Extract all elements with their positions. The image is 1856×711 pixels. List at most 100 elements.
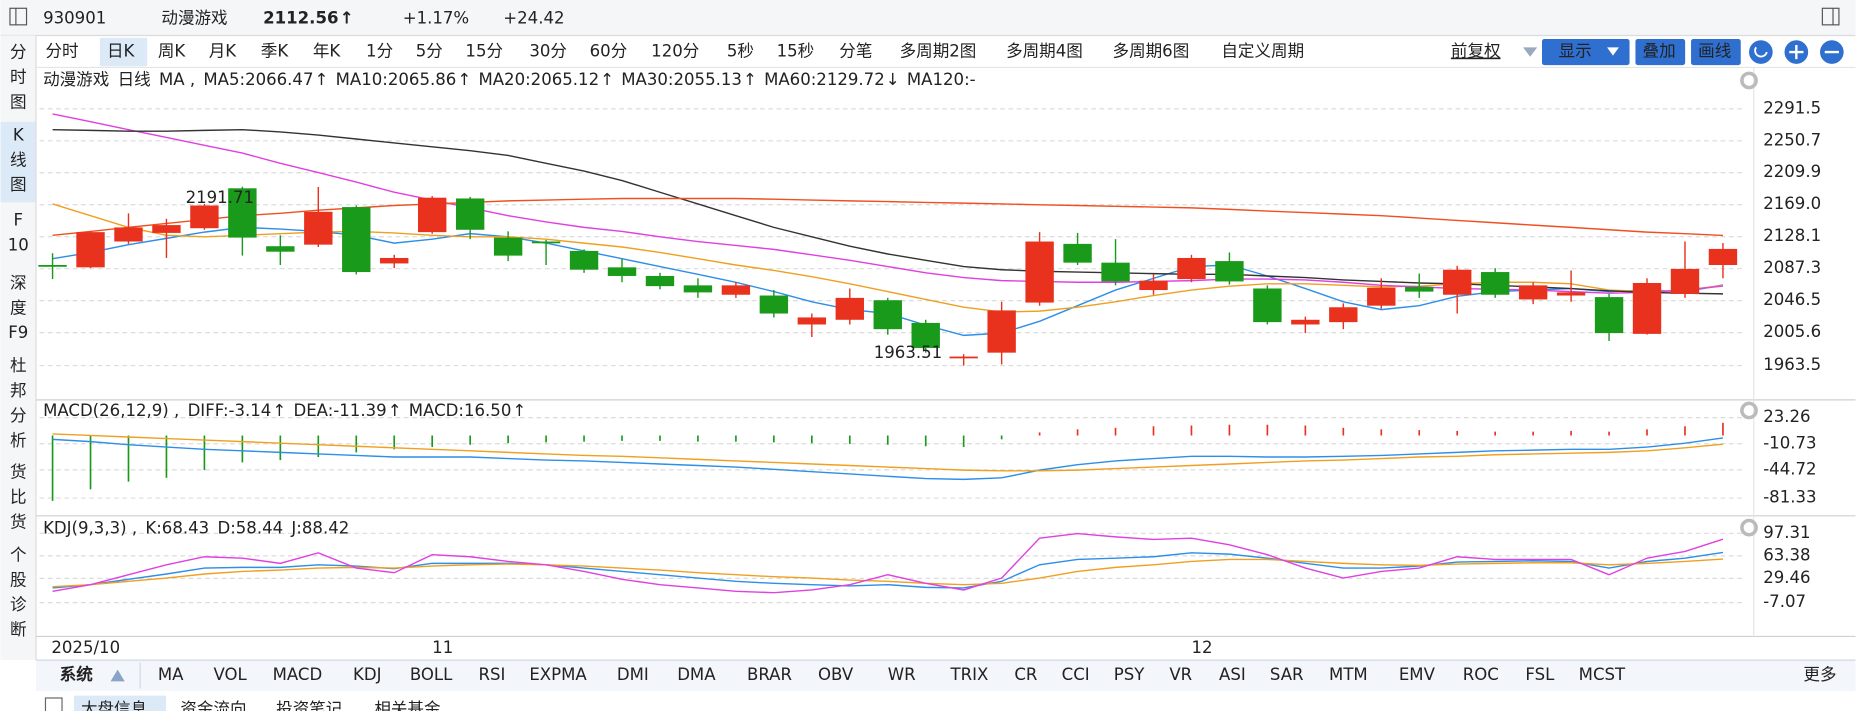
sidebar-item[interactable]: 杜 xyxy=(10,356,27,375)
indicator-tab[interactable]: CCI xyxy=(1062,665,1090,684)
period-tab[interactable]: 多周期2图 xyxy=(900,42,977,61)
sidebar-item[interactable]: 货 xyxy=(10,463,27,482)
sidebar-item[interactable]: 线 xyxy=(10,150,27,169)
candle-body xyxy=(1025,241,1054,303)
period-tab[interactable]: 60分 xyxy=(590,42,628,61)
indicator-tab[interactable]: SAR xyxy=(1270,665,1304,684)
sidebar-item[interactable]: 析 xyxy=(10,431,27,450)
period-tab[interactable]: 30分 xyxy=(529,42,567,61)
indicator-tab[interactable]: FSL xyxy=(1525,665,1555,684)
sidebar-item[interactable]: 深 xyxy=(10,273,27,292)
sidebar-item[interactable]: 股 xyxy=(10,570,27,589)
period-tab[interactable]: 多周期4图 xyxy=(1006,42,1083,61)
system-tab[interactable]: 系统 xyxy=(60,664,94,684)
panel-icon-right[interactable] xyxy=(1821,7,1840,26)
indicator-tab[interactable]: MACD xyxy=(273,665,323,684)
annotation: 2191.71 xyxy=(186,188,254,207)
checkbox[interactable] xyxy=(44,697,63,711)
sidebar-item[interactable]: K xyxy=(13,126,25,145)
legend-arrow: ↑ xyxy=(388,401,402,420)
indicator-tab[interactable]: VR xyxy=(1169,665,1192,684)
sidebar-item[interactable]: F xyxy=(13,211,23,230)
indicator-tab[interactable]: WR xyxy=(888,665,916,684)
sidebar-item[interactable]: 图 xyxy=(10,175,27,194)
period-tab[interactable]: 周K xyxy=(158,42,187,61)
legend-entry: 日线 xyxy=(118,70,151,89)
draw-label: 画线 xyxy=(1698,42,1731,61)
sidebar-item[interactable]: 度 xyxy=(10,298,27,317)
period-tab[interactable]: 季K xyxy=(261,42,290,61)
sidebar-item[interactable]: F9 xyxy=(8,323,28,342)
legend-arrow: ↑ xyxy=(273,401,287,420)
sidebar-item[interactable]: 10 xyxy=(8,236,29,255)
period-tab[interactable]: 自定义周期 xyxy=(1221,42,1304,61)
gear-icon[interactable] xyxy=(1740,401,1758,420)
display-button[interactable] xyxy=(1541,39,1630,66)
sidebar-item[interactable]: 图 xyxy=(10,92,27,111)
period-tab[interactable]: 120分 xyxy=(651,42,699,61)
indicator-tab[interactable]: EXPMA xyxy=(529,665,587,684)
panel-icon[interactable] xyxy=(9,7,28,26)
indicator-tab[interactable]: MTM xyxy=(1329,665,1368,684)
period-tab[interactable]: 15秒 xyxy=(777,42,815,61)
indicator-tab[interactable]: PSY xyxy=(1114,665,1145,684)
sidebar-item[interactable]: 邦 xyxy=(10,381,27,400)
indicator-tab[interactable]: CR xyxy=(1014,665,1038,684)
overlay-button[interactable] xyxy=(1635,39,1686,66)
candle-body xyxy=(304,211,333,245)
bottom-tab[interactable]: 资金流向 xyxy=(180,699,246,711)
bottom-tab[interactable]: 相关基金 xyxy=(374,699,441,711)
period-tab[interactable]: 15分 xyxy=(465,42,503,61)
indicator-tab[interactable]: KDJ xyxy=(353,665,381,684)
gear-icon[interactable] xyxy=(1740,71,1758,90)
period-tab[interactable]: 1分 xyxy=(366,42,393,61)
sidebar-item[interactable]: 个 xyxy=(10,546,27,565)
period-tab[interactable]: 5秒 xyxy=(727,42,754,61)
sidebar-item[interactable]: 分 xyxy=(10,43,27,62)
y-tick-label: 2005.6 xyxy=(1763,322,1821,341)
period-tab[interactable]: 月K xyxy=(209,42,238,61)
price: 2112.56 xyxy=(263,8,338,27)
indicator-tab[interactable]: DMA xyxy=(677,665,716,684)
sidebar-item[interactable]: 货 xyxy=(10,512,27,531)
adjust-caret xyxy=(1523,47,1538,57)
y-tick-label: 2291.5 xyxy=(1763,98,1821,117)
draw-button[interactable] xyxy=(1691,39,1741,66)
indicator-tab[interactable]: ROC xyxy=(1463,665,1499,684)
indicator-tab[interactable]: ASI xyxy=(1219,665,1246,684)
candle-body xyxy=(531,241,561,244)
refresh-button[interactable] xyxy=(1749,40,1773,64)
sidebar-item[interactable]: 断 xyxy=(10,620,27,639)
x-tick-label: 2025/10 xyxy=(51,638,120,657)
period-tab[interactable]: 多周期6图 xyxy=(1113,42,1190,61)
period-tab[interactable]: 年K xyxy=(313,42,342,61)
indicator-tab[interactable]: TRIX xyxy=(949,665,988,684)
sidebar-item[interactable]: 分 xyxy=(10,406,27,425)
sidebar-item[interactable]: 比 xyxy=(10,488,27,507)
indicator-tab[interactable]: BRAR xyxy=(747,665,792,684)
change-pct: +1.17% xyxy=(403,8,469,27)
indicator-tab[interactable]: BOLL xyxy=(410,665,453,684)
sidebar-item[interactable]: 时 xyxy=(10,68,27,87)
sidebar-item[interactable]: 诊 xyxy=(10,595,27,614)
period-tab[interactable]: 日K xyxy=(107,42,136,61)
bottom-tab[interactable]: 投资笔记 xyxy=(276,699,342,711)
y-tick-label: 2087.3 xyxy=(1763,258,1821,277)
legend-entry: K:68.43 xyxy=(145,518,209,537)
indicator-tab[interactable]: VOL xyxy=(213,665,247,684)
indicator-tab[interactable]: OBV xyxy=(818,665,854,684)
indicator-tab[interactable]: MCST xyxy=(1579,665,1626,684)
adjust-select[interactable]: 前复权 xyxy=(1451,42,1501,61)
period-tab[interactable]: 分时 xyxy=(45,42,78,61)
period-tab[interactable]: 5分 xyxy=(416,42,443,61)
period-tab[interactable]: 分笔 xyxy=(839,42,872,61)
indicator-tab[interactable]: EMV xyxy=(1399,665,1436,684)
gear-icon[interactable] xyxy=(1740,518,1758,537)
indicator-tab[interactable]: RSI xyxy=(478,665,505,684)
indicator-tab[interactable]: MA xyxy=(158,665,184,684)
y-tick-label: -44.72 xyxy=(1763,459,1816,478)
indicator-tab[interactable]: DMI xyxy=(617,665,649,684)
more-tab[interactable]: 更多 xyxy=(1803,665,1836,684)
bottom-tab[interactable]: 大盘信息 xyxy=(81,699,147,711)
